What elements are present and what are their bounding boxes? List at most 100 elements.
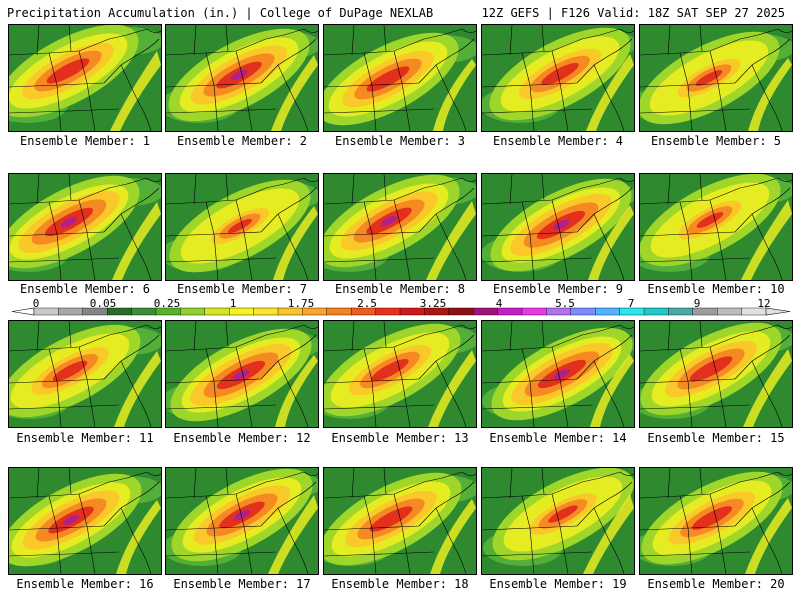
precip-map — [640, 321, 792, 427]
boundary-line — [619, 177, 634, 182]
product-title: Precipitation Accumulation (in.) | Colle… — [7, 6, 434, 20]
colorbar-tick-label: 0 — [32, 297, 40, 310]
boundary-line — [324, 187, 425, 205]
coastal-precip — [426, 201, 476, 280]
ensemble-map-panel — [639, 24, 793, 132]
precip-band-red — [691, 506, 733, 530]
precip-max-magenta — [230, 69, 248, 81]
boundary-line — [351, 321, 355, 352]
boundary-line — [767, 38, 791, 56]
boundary-line — [9, 404, 120, 410]
coastal-precip — [583, 494, 634, 574]
ensemble-map-panel — [165, 173, 319, 281]
boundary-line — [640, 231, 736, 237]
ensemble-member-label: Ensemble Member: 16 — [16, 577, 154, 591]
boundary-line — [108, 471, 148, 483]
boundary-line — [277, 213, 309, 280]
boundary-line — [9, 82, 105, 88]
colorbar-tick-label: 5.5 — [555, 297, 575, 310]
boundary-line — [640, 525, 736, 531]
boundary-line — [679, 52, 693, 131]
boundary-line — [9, 551, 120, 557]
boundary-line — [324, 257, 435, 263]
boundary-line — [521, 495, 535, 574]
ensemble-member-label: Ensemble Member: 9 — [492, 282, 624, 296]
boundary-line — [293, 481, 317, 499]
state-boundaries — [482, 321, 634, 427]
boundary-line — [235, 493, 253, 574]
boundary-line — [709, 346, 727, 427]
boundary-line — [777, 471, 792, 476]
colorbar-tick-label: 3.25 — [419, 297, 447, 310]
boundary-line — [324, 481, 425, 499]
coastal-precip — [586, 54, 634, 131]
boundary-line — [751, 507, 783, 574]
boundary-line — [351, 25, 355, 56]
colorbar-tick-label: 1 — [229, 297, 237, 310]
boundary-line — [541, 468, 545, 495]
colorbar-segment — [643, 307, 669, 316]
ensemble-map-panel — [8, 173, 162, 281]
boundary-line — [551, 199, 569, 280]
boundary-line — [482, 108, 593, 114]
precip-band-red — [366, 66, 410, 92]
boundary-line — [383, 468, 387, 495]
boundary-line — [482, 257, 593, 263]
boundary-line — [521, 348, 535, 427]
boundary-line — [640, 38, 741, 56]
boundary-line — [667, 468, 671, 499]
boundary-line — [166, 108, 277, 114]
precip-map — [640, 468, 792, 574]
boundary-line — [435, 64, 467, 131]
boundary-line — [324, 82, 420, 88]
coastal-precip — [273, 206, 318, 280]
precip-band-red — [541, 62, 579, 86]
boundary-line — [541, 321, 545, 348]
colorbar-segment — [326, 307, 352, 316]
ensemble-member-label: Ensemble Member: 8 — [334, 282, 466, 296]
precip-band-red — [548, 505, 578, 523]
boundary-line — [482, 378, 578, 384]
boundary-line — [225, 321, 229, 348]
coastal-precip — [745, 498, 792, 574]
state-boundaries — [9, 321, 161, 427]
boundary-line — [324, 231, 420, 237]
boundary-line — [193, 25, 197, 56]
boundary-line — [265, 324, 305, 336]
boundary-line — [120, 64, 152, 131]
precip-map — [640, 174, 792, 280]
state-boundaries — [166, 321, 318, 427]
boundary-line — [166, 38, 267, 56]
boundary-line — [78, 493, 96, 574]
colorbar-tick-label: 7 — [627, 297, 635, 310]
colorbar-segment — [668, 307, 694, 316]
boundary-line — [383, 25, 387, 52]
colorbar-segment — [717, 307, 743, 316]
precip-band-red — [227, 218, 253, 234]
boundary-line — [48, 495, 62, 574]
state-boundaries — [640, 468, 792, 574]
coastal-precip — [741, 200, 792, 280]
ensemble-map-panel — [165, 320, 319, 428]
boundary-line — [521, 52, 535, 131]
boundary-line — [751, 64, 783, 131]
boundary-line — [423, 471, 463, 483]
boundary-line — [640, 404, 751, 410]
boundary-line — [265, 28, 305, 40]
colorbar-segment — [204, 307, 230, 316]
ensemble-member-label: Ensemble Member: 13 — [331, 431, 469, 445]
state-boundaries — [324, 25, 476, 131]
state-boundaries — [166, 174, 318, 280]
precip-map — [166, 25, 318, 131]
ensemble-member-label: Ensemble Member: 14 — [489, 431, 627, 445]
boundary-line — [136, 334, 160, 352]
state-boundaries — [640, 25, 792, 131]
colorbar-tick-label: 4 — [495, 297, 503, 310]
boundary-line — [451, 38, 475, 56]
ensemble-member-label: Ensemble Member: 15 — [647, 431, 785, 445]
boundary-line — [324, 378, 420, 384]
precip-map — [9, 321, 161, 427]
boundary-line — [739, 177, 779, 189]
boundary-line — [482, 38, 583, 56]
precip-map — [324, 25, 476, 131]
